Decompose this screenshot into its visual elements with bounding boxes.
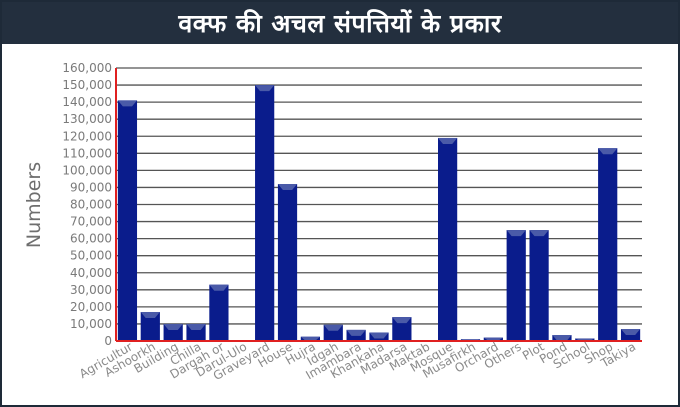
y-tick-label: 110,000 bbox=[62, 146, 112, 160]
y-tick-label: 120,000 bbox=[62, 129, 112, 143]
bar-agricultur bbox=[117, 100, 138, 341]
bar-cap bbox=[209, 284, 229, 291]
bar-house bbox=[277, 184, 298, 341]
y-tick-label: 50,000 bbox=[70, 249, 112, 263]
y-tick-label: 30,000 bbox=[70, 283, 112, 297]
bar-cap bbox=[163, 323, 183, 330]
bar-cap bbox=[323, 324, 343, 331]
bar-cap bbox=[620, 329, 641, 336]
y-tick-label: 70,000 bbox=[70, 215, 112, 229]
bars bbox=[117, 85, 641, 341]
gridlines bbox=[116, 67, 642, 342]
y-tick-label: 0 bbox=[104, 334, 112, 348]
axes bbox=[115, 68, 642, 342]
title-bar: वक्फ की अचल संपत्तियों के प्रकार bbox=[2, 2, 678, 44]
y-axis-title: Numbers bbox=[23, 162, 45, 248]
bar-graveyard bbox=[255, 85, 275, 341]
bar-cap bbox=[346, 329, 366, 336]
bar-cap bbox=[506, 230, 526, 237]
y-tick-label: 140,000 bbox=[62, 95, 112, 109]
bar-cap bbox=[529, 230, 549, 237]
bar-cap bbox=[255, 85, 275, 92]
y-tick-label: 10,000 bbox=[70, 317, 112, 331]
y-tick-label: 60,000 bbox=[70, 232, 112, 246]
bar-cap bbox=[277, 184, 298, 191]
bar-cap bbox=[300, 336, 320, 341]
y-tick-label: 160,000 bbox=[62, 61, 112, 75]
bar-cap bbox=[117, 100, 138, 107]
bar-cap bbox=[140, 311, 160, 318]
y-tick-label: 80,000 bbox=[70, 198, 112, 212]
bar-cap bbox=[598, 148, 618, 155]
bar-cap bbox=[438, 137, 458, 144]
y-tick-label: 130,000 bbox=[62, 112, 112, 126]
bar-others bbox=[506, 230, 526, 341]
bar-dargahor bbox=[209, 284, 229, 341]
bar-madarsa bbox=[392, 317, 412, 341]
y-tick-label: 90,000 bbox=[70, 180, 112, 194]
bar-plot bbox=[529, 230, 549, 341]
bar-cap bbox=[552, 335, 572, 341]
bar-shop bbox=[598, 148, 618, 341]
y-tick-label: 20,000 bbox=[70, 300, 112, 314]
bar-cap bbox=[392, 317, 412, 324]
bar-cap bbox=[186, 323, 206, 330]
y-tick-label: 150,000 bbox=[62, 78, 112, 92]
bar-ashoorkh bbox=[140, 311, 160, 341]
y-axis-ticks: 0 10,000 20,000 30,000 40,000 50,000 60,000 70,… bbox=[62, 61, 112, 348]
bar-cap bbox=[369, 332, 389, 339]
y-tick-label: 100,000 bbox=[62, 163, 112, 177]
chart-title: वक्फ की अचल संपत्तियों के प्रकार bbox=[178, 9, 502, 38]
y-tick-label: 40,000 bbox=[70, 266, 112, 280]
bar-mosque bbox=[438, 137, 458, 341]
